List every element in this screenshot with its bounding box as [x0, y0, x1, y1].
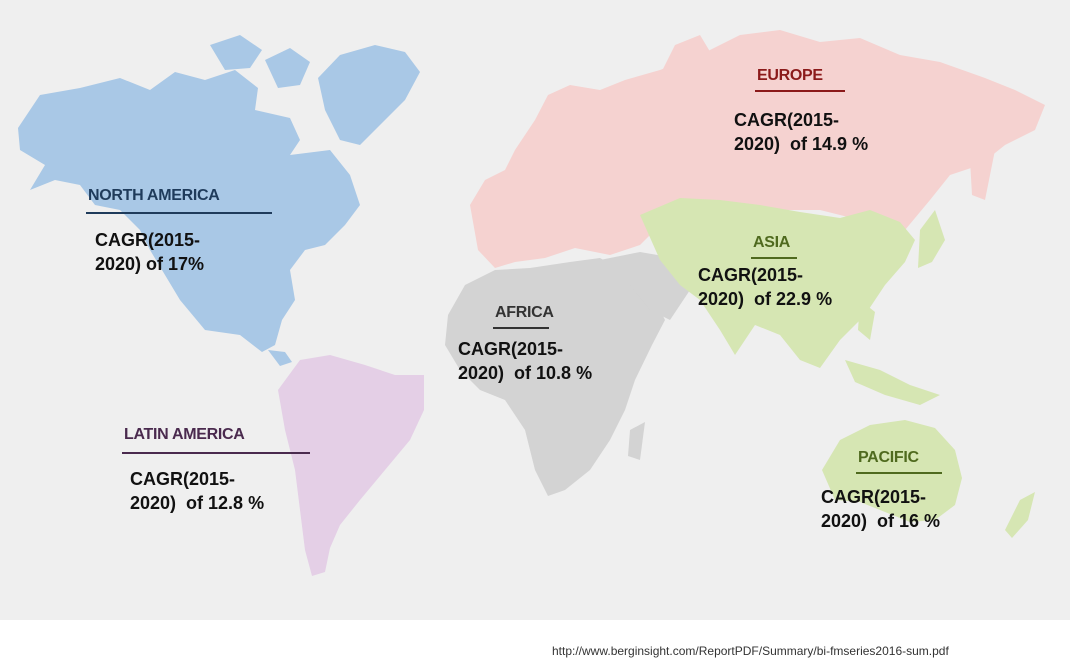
north-america-landmass: [18, 35, 420, 366]
cagr-europe-line2: 2020) of 14.9 %: [734, 134, 869, 154]
cagr-north-america-line1: CAGR(2015-: [95, 230, 201, 250]
pacific-landmass: [822, 420, 1035, 538]
world-map: [18, 30, 1045, 576]
region-rule-africa: [493, 327, 549, 329]
europe-landmass: [470, 30, 1045, 268]
region-title-europe: EUROPE: [757, 67, 823, 84]
cagr-latin-america-line2: 2020) of 12.8 %: [130, 493, 265, 513]
region-rule-asia: [751, 257, 797, 259]
world-map-panel: NORTH AMERICA CAGR(2015- 2020) of 17% EU…: [0, 0, 1070, 620]
asia-landmass: [640, 198, 945, 405]
latin-america-landmass: [278, 355, 424, 576]
region-rule-latin-america: [122, 452, 310, 454]
cagr-latin-america-line1: CAGR(2015-: [130, 469, 236, 489]
cagr-asia-line1: CAGR(2015-: [698, 265, 804, 285]
region-title-north-america: NORTH AMERICA: [88, 187, 220, 204]
region-title-asia: ASIA: [753, 234, 791, 251]
region-rule-north-america: [86, 212, 272, 214]
cagr-africa-line1: CAGR(2015-: [458, 339, 564, 359]
cagr-asia-line2: 2020) of 22.9 %: [698, 289, 833, 309]
region-title-latin-america: LATIN AMERICA: [124, 426, 245, 443]
cagr-africa-line2: 2020) of 10.8 %: [458, 363, 593, 383]
cagr-europe-line1: CAGR(2015-: [734, 110, 840, 130]
region-rule-pacific: [856, 472, 942, 474]
cagr-pacific-line1: CAGR(2015-: [821, 487, 927, 507]
region-rule-europe: [755, 90, 845, 92]
source-url: http://www.berginsight.com/ReportPDF/Sum…: [552, 644, 949, 658]
region-title-pacific: PACIFIC: [858, 449, 919, 466]
cagr-north-america-line2: 2020) of 17%: [95, 254, 205, 274]
cagr-pacific-line2: 2020) of 16 %: [821, 511, 941, 531]
region-title-africa: AFRICA: [495, 304, 554, 321]
